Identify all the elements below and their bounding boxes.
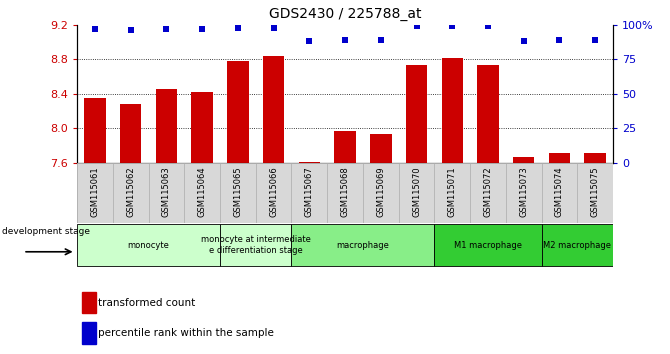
Point bbox=[482, 23, 493, 29]
Bar bbox=[513, 157, 535, 163]
Text: M2 macrophage: M2 macrophage bbox=[543, 241, 611, 250]
Point bbox=[519, 39, 529, 44]
Bar bbox=[120, 104, 141, 163]
Bar bbox=[541, 224, 613, 266]
Text: M1 macrophage: M1 macrophage bbox=[454, 241, 522, 250]
Point bbox=[590, 37, 600, 43]
Bar bbox=[584, 153, 606, 163]
Text: GSM115063: GSM115063 bbox=[162, 166, 171, 217]
Bar bbox=[299, 162, 320, 163]
Text: GSM115069: GSM115069 bbox=[377, 166, 385, 217]
Bar bbox=[291, 224, 434, 266]
Text: GSM115066: GSM115066 bbox=[269, 166, 278, 217]
Text: GSM115072: GSM115072 bbox=[484, 166, 492, 217]
Bar bbox=[506, 163, 541, 223]
Bar bbox=[477, 65, 498, 163]
Text: GSM115065: GSM115065 bbox=[233, 166, 243, 217]
Bar bbox=[291, 163, 327, 223]
Text: percentile rank within the sample: percentile rank within the sample bbox=[98, 328, 275, 338]
Bar bbox=[113, 163, 149, 223]
Text: GSM115062: GSM115062 bbox=[126, 166, 135, 217]
Title: GDS2430 / 225788_at: GDS2430 / 225788_at bbox=[269, 7, 421, 21]
Text: GSM115067: GSM115067 bbox=[305, 166, 314, 217]
Bar bbox=[256, 163, 291, 223]
Text: GSM115061: GSM115061 bbox=[90, 166, 99, 217]
Text: GSM115070: GSM115070 bbox=[412, 166, 421, 217]
Bar bbox=[82, 322, 96, 344]
Bar bbox=[442, 58, 463, 163]
Point bbox=[90, 26, 100, 32]
Point bbox=[232, 25, 243, 30]
Bar bbox=[549, 153, 570, 163]
Bar bbox=[363, 163, 399, 223]
Bar bbox=[184, 163, 220, 223]
Point bbox=[197, 26, 208, 32]
Bar bbox=[327, 163, 363, 223]
Bar bbox=[334, 131, 356, 163]
Text: monocyte at intermediate
e differentiation stage: monocyte at intermediate e differentiati… bbox=[201, 235, 311, 255]
Text: GSM115074: GSM115074 bbox=[555, 166, 564, 217]
Bar bbox=[370, 133, 391, 163]
Point bbox=[411, 23, 422, 29]
Bar bbox=[434, 163, 470, 223]
Bar bbox=[434, 224, 541, 266]
Text: GSM115075: GSM115075 bbox=[591, 166, 600, 217]
Text: GSM115064: GSM115064 bbox=[198, 166, 206, 217]
Text: GSM115073: GSM115073 bbox=[519, 166, 528, 217]
Bar bbox=[77, 224, 220, 266]
Bar bbox=[77, 163, 113, 223]
Bar bbox=[220, 224, 291, 266]
Point bbox=[161, 26, 172, 32]
Bar bbox=[399, 163, 434, 223]
Bar bbox=[541, 163, 578, 223]
Bar bbox=[155, 88, 177, 163]
Text: GSM115068: GSM115068 bbox=[340, 166, 350, 217]
Bar bbox=[578, 163, 613, 223]
Point bbox=[340, 37, 350, 43]
Bar bbox=[227, 61, 249, 163]
Point bbox=[375, 37, 386, 43]
Text: transformed count: transformed count bbox=[98, 298, 196, 308]
Bar bbox=[263, 56, 284, 163]
Bar bbox=[149, 163, 184, 223]
Bar bbox=[406, 65, 427, 163]
Text: development stage: development stage bbox=[1, 227, 90, 236]
Text: monocyte: monocyte bbox=[127, 241, 170, 250]
Bar bbox=[470, 163, 506, 223]
Bar bbox=[192, 92, 213, 163]
Bar bbox=[84, 98, 106, 163]
Point bbox=[447, 23, 458, 29]
Text: GSM115071: GSM115071 bbox=[448, 166, 457, 217]
Text: macrophage: macrophage bbox=[336, 241, 389, 250]
Point bbox=[268, 25, 279, 30]
Point bbox=[125, 28, 136, 33]
Bar bbox=[220, 163, 256, 223]
Point bbox=[304, 39, 315, 44]
Point bbox=[554, 37, 565, 43]
Bar bbox=[82, 292, 96, 314]
